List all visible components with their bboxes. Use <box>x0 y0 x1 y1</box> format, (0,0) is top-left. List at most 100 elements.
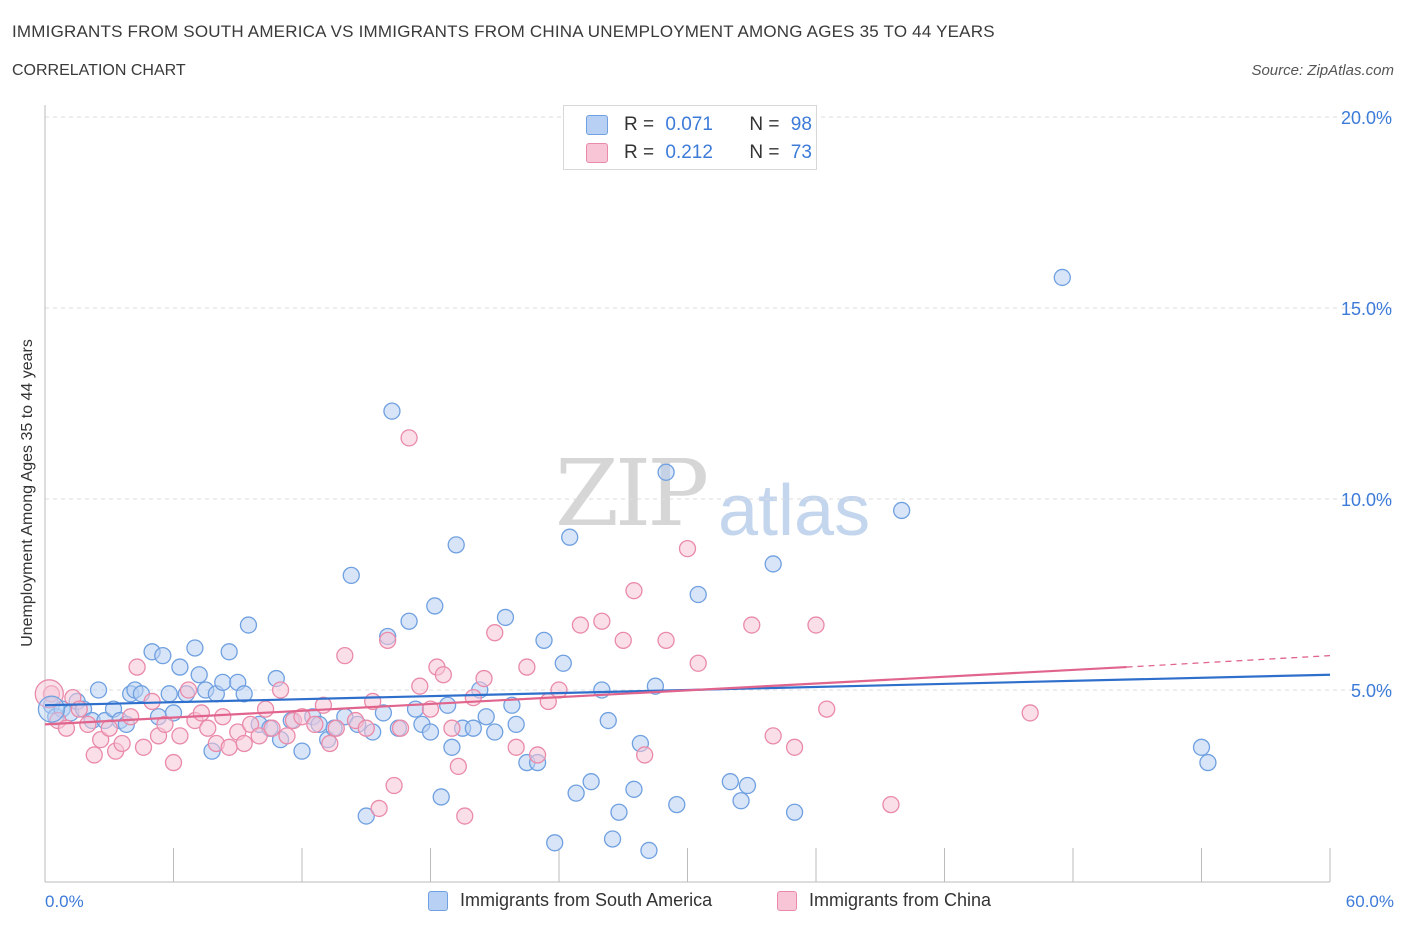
south-america-point <box>486 723 504 741</box>
y-tick-label: 5.0% <box>1351 681 1392 701</box>
south-america-point <box>689 585 707 604</box>
china-point <box>614 631 632 649</box>
china-point <box>689 654 707 672</box>
china-point <box>199 719 217 737</box>
south-america-point <box>582 773 600 791</box>
china-point <box>235 734 253 753</box>
china-point <box>507 738 525 756</box>
china-point <box>400 429 418 447</box>
south-america-point <box>738 776 757 795</box>
south-america-point <box>37 695 66 723</box>
stats-legend-box: R = 0.071 N = 98 R = 0.212 N = 73 <box>563 105 817 170</box>
south-america-point <box>610 803 628 821</box>
china-point <box>357 719 375 737</box>
china-point <box>241 715 260 734</box>
south-america-point <box>657 463 675 481</box>
south-america-point <box>732 792 750 810</box>
china-point <box>379 631 397 649</box>
china-point <box>475 669 493 688</box>
south-america-point <box>603 830 622 848</box>
stats-row-south-america: R = 0.071 N = 98 <box>586 114 812 136</box>
china-point <box>411 677 429 695</box>
chart-title: IMMIGRANTS FROM SOUTH AMERICA VS IMMIGRA… <box>12 22 995 41</box>
china-point <box>250 727 268 745</box>
china-point <box>256 700 275 718</box>
r-value: 0.071 <box>665 114 713 135</box>
china-point <box>625 582 643 600</box>
south-america-point <box>214 673 232 692</box>
china-point <box>518 658 536 676</box>
south-america-point <box>599 711 617 730</box>
china-point <box>85 746 103 764</box>
china-point <box>164 753 183 772</box>
china-trend-line <box>44 665 1127 726</box>
legend-item-south-america: Immigrants from South America <box>428 890 712 911</box>
south-america-point <box>447 536 465 554</box>
china-point <box>486 624 504 642</box>
south-america-point <box>464 719 482 737</box>
y-tick-label: 15.0% <box>1341 299 1392 319</box>
n-value: 73 <box>790 142 812 163</box>
legend-swatch-pink <box>777 890 797 911</box>
south-america-point <box>357 807 375 825</box>
china-point <box>327 719 345 737</box>
china-trend-extension <box>1126 654 1331 668</box>
china-point <box>464 688 482 707</box>
south-america-point <box>1192 738 1211 756</box>
south-america-point <box>496 608 515 627</box>
china-point <box>336 646 354 665</box>
china-point <box>143 692 161 711</box>
source-credit: Source: ZipAtlas.com <box>1251 62 1394 79</box>
south-america-point <box>374 704 393 722</box>
south-america-point <box>235 685 253 703</box>
south-america-point <box>220 643 238 661</box>
china-point <box>743 616 761 634</box>
south-america-point <box>154 646 172 665</box>
china-point <box>179 681 198 699</box>
china-point <box>593 612 611 630</box>
n-value: 98 <box>790 114 812 135</box>
south-america-point <box>561 528 579 546</box>
y-tick-label: 20.0% <box>1341 108 1392 128</box>
legend-swatch-pink <box>586 143 608 163</box>
watermark-atlas: atlas <box>718 471 871 551</box>
stats-row-china: R = 0.212 N = 73 <box>586 142 812 164</box>
china-point <box>128 658 146 676</box>
china-point <box>657 631 675 649</box>
china-point <box>278 727 296 745</box>
x-tick-label-min: 0.0% <box>45 892 84 911</box>
south-america-point <box>400 612 418 630</box>
china-point <box>113 734 131 753</box>
y-tick-label: 10.0% <box>1341 490 1392 510</box>
south-america-point <box>1053 268 1071 287</box>
china-point <box>636 746 654 764</box>
r-value: 0.212 <box>665 142 713 163</box>
south-america-point <box>239 616 258 634</box>
x-tick-label-max: 60.0% <box>1345 892 1394 911</box>
south-america-point <box>554 654 572 672</box>
china-point <box>214 708 232 726</box>
south-america-point <box>668 795 686 814</box>
china-point <box>882 795 900 814</box>
south-america-point <box>171 658 189 676</box>
china-point <box>785 738 804 756</box>
south-america-point <box>438 696 457 714</box>
south-america-point <box>293 742 311 760</box>
china-point <box>263 719 281 737</box>
china-point <box>293 708 311 726</box>
y-axis-label: Unemployment Among Ages 35 to 44 years <box>19 339 36 647</box>
south-america-point <box>432 788 450 806</box>
legend-label: Immigrants from South America <box>460 890 713 910</box>
south-america-point <box>640 841 658 860</box>
south-america-point <box>477 708 495 726</box>
south-america-point <box>89 681 108 699</box>
china-point <box>122 708 140 726</box>
china-point <box>385 776 403 795</box>
china-point <box>764 727 782 745</box>
china-point <box>79 715 97 734</box>
china-point <box>443 719 461 737</box>
n-label: N = <box>749 142 785 163</box>
china-point <box>100 719 118 737</box>
china-point <box>134 738 153 756</box>
